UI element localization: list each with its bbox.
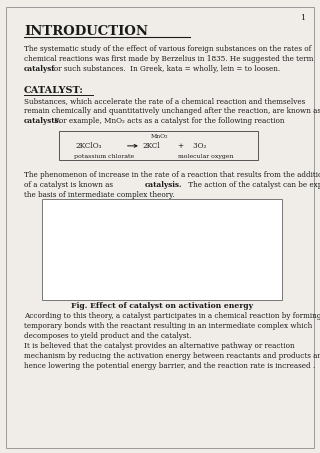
Text: 2KCl: 2KCl bbox=[142, 142, 160, 150]
Text: the basis of intermediate complex theory.: the basis of intermediate complex theory… bbox=[24, 191, 174, 199]
Text: INTRODUCTION: INTRODUCTION bbox=[24, 25, 148, 38]
Text: Reaction
path with
catalyst: Reaction path with catalyst bbox=[84, 236, 102, 249]
Text: The phenomenon of increase in the rate of a reaction that results from the addit: The phenomenon of increase in the rate o… bbox=[24, 171, 320, 179]
Y-axis label: Potential energy: Potential energy bbox=[57, 236, 61, 270]
Text: of a catalyst is known as: of a catalyst is known as bbox=[24, 181, 115, 189]
Text: +    3O₂: + 3O₂ bbox=[178, 142, 206, 150]
Text: ΔH: ΔH bbox=[181, 273, 188, 278]
Text: remain chemically and quantitatively unchanged after the reaction, are known as: remain chemically and quantitatively unc… bbox=[24, 107, 320, 116]
Text: molecular oxygen: molecular oxygen bbox=[178, 154, 233, 159]
Text: The systematic study of the effect of various foreign substances on the rates of: The systematic study of the effect of va… bbox=[24, 45, 311, 53]
Text: chemical reactions was first made by Berzelius in 1835. He suggested the term: chemical reactions was first made by Ber… bbox=[24, 55, 313, 63]
Text: decomposes to yield product and the catalyst.: decomposes to yield product and the cata… bbox=[24, 332, 192, 340]
X-axis label: Reaction coordinate: Reaction coordinate bbox=[143, 294, 184, 298]
Text: 2KClO₃: 2KClO₃ bbox=[75, 142, 102, 150]
Text: potassium chlorate: potassium chlorate bbox=[74, 154, 134, 159]
Text: The action of the catalyst can be explained on: The action of the catalyst can be explai… bbox=[186, 181, 320, 189]
Text: For example, MnO₂ acts as a catalyst for the following reaction: For example, MnO₂ acts as a catalyst for… bbox=[52, 117, 285, 125]
Text: Reactants: Reactants bbox=[68, 249, 72, 268]
Text: hence lowering the potential energy barrier, and the reaction rate is increased : hence lowering the potential energy barr… bbox=[24, 362, 315, 370]
Text: 1: 1 bbox=[300, 14, 306, 23]
Text: Energy of
activation
without
catalyst: Energy of activation without catalyst bbox=[232, 224, 252, 241]
Text: mechanism by reducing the activation energy between reactants and products and: mechanism by reducing the activation ene… bbox=[24, 352, 320, 360]
Text: CATALYST:: CATALYST: bbox=[24, 86, 84, 95]
Text: catalysis.: catalysis. bbox=[145, 181, 182, 189]
Text: MnO₂: MnO₂ bbox=[151, 134, 169, 139]
Text: Products: Products bbox=[231, 276, 248, 280]
Text: catalyst: catalyst bbox=[24, 65, 56, 73]
Text: According to this theory, a catalyst participates in a chemical reaction by form: According to this theory, a catalyst par… bbox=[24, 312, 320, 320]
Text: Substances, which accelerate the rate of a chemical reaction and themselves: Substances, which accelerate the rate of… bbox=[24, 97, 305, 106]
Text: temporary bonds with the reactant resulting in an intermediate complex which: temporary bonds with the reactant result… bbox=[24, 322, 312, 330]
Text: ← Reaction path
   without catalyst: ← Reaction path without catalyst bbox=[159, 215, 194, 224]
Text: Energy of
activation
with catalyst: Energy of activation with catalyst bbox=[181, 236, 206, 250]
Text: It is believed that the catalyst provides an alternative pathway or reaction: It is believed that the catalyst provide… bbox=[24, 342, 295, 350]
Text: catalysts.: catalysts. bbox=[24, 117, 62, 125]
Text: Fig. Effect of catalyst on activation energy: Fig. Effect of catalyst on activation en… bbox=[71, 302, 252, 310]
Text: for such substances.  In Greek, kata = wholly, lein = to loosen.: for such substances. In Greek, kata = wh… bbox=[49, 65, 280, 73]
